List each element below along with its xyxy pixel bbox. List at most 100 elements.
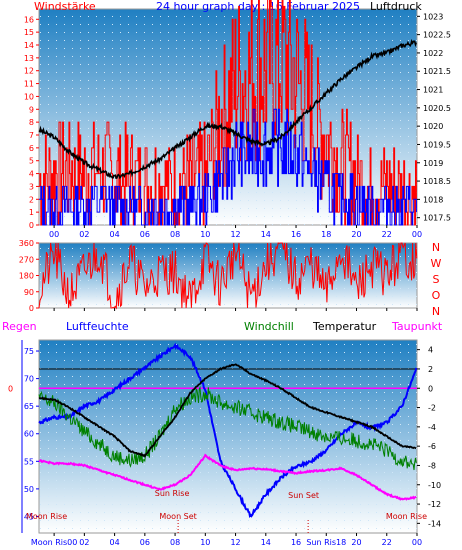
rain-tick-label: 0 <box>8 384 13 393</box>
left-tick-label: 13 <box>24 54 34 63</box>
bottom-x-tick-label: 06 <box>140 538 150 547</box>
wind-avg-line <box>39 108 417 226</box>
left-tick-label: 2 <box>29 195 34 204</box>
right-tick-label: 1023 <box>423 12 443 21</box>
x-tick-label: 22 <box>382 230 392 239</box>
astro-annotation: Moon Rise <box>26 512 67 521</box>
left-tick-label: 7 <box>29 131 34 140</box>
legend-item: Regen <box>2 320 37 333</box>
temp-tick-label: -4 <box>428 423 436 432</box>
x-tick-label: 00 <box>49 230 59 239</box>
right-title: Luftdruck <box>370 0 422 13</box>
legend-item: Luftfeuchte <box>66 320 129 333</box>
right-tick-label: 1021.5 <box>423 67 451 76</box>
x-tick-label: 00 <box>412 230 422 239</box>
temp-tick-label: 2 <box>428 365 433 374</box>
left-tick-label: 8 <box>29 118 34 127</box>
bottom-x-tick-label: 14 <box>261 538 271 547</box>
right-tick-label: 1018.5 <box>423 177 451 186</box>
compass-label: S <box>433 273 440 286</box>
left-tick-label: 14 <box>24 41 34 50</box>
humidity-line <box>38 342 418 518</box>
temp-tick-label: 0 <box>428 384 433 393</box>
right-tick-label: 1022 <box>423 49 443 58</box>
left-tick-label: 15 <box>24 28 34 37</box>
humidity-tick-label: 65 <box>24 402 34 411</box>
wind-direction-line <box>38 242 418 310</box>
left-tick-label: 6 <box>29 144 34 153</box>
left-tick-label: 0 <box>29 221 34 230</box>
left-tick-label: 11 <box>24 80 34 89</box>
windchill-line <box>38 385 417 471</box>
compass-label: W <box>431 257 442 270</box>
astro-annotation: Moon Set <box>159 512 196 521</box>
x-tick-label: 06 <box>140 230 150 239</box>
x-tick-label: 02 <box>79 230 89 239</box>
astro-annotation: Moon Rise <box>386 512 427 521</box>
humidity-tick-label: 60 <box>24 430 34 439</box>
bottom-x-tick-label: 10 <box>200 538 210 547</box>
left-tick-label: 10 <box>24 92 34 101</box>
temperature-line <box>38 363 417 458</box>
left-tick-label: 16 <box>24 15 34 24</box>
compass-label: N <box>432 305 440 318</box>
x-tick-label: 04 <box>110 230 120 239</box>
x-tick-label: 14 <box>261 230 271 239</box>
astro-annotation: Sun Set <box>288 491 319 500</box>
bottom-x-tick-label: Moon Ris00 <box>31 538 77 547</box>
astro-annotation: Sun Rise <box>155 489 190 498</box>
legend-item: Windchill <box>244 320 294 333</box>
x-tick-label: 16 <box>291 230 301 239</box>
wind-gust-line <box>39 0 417 226</box>
dir-left-tick-label: 270 <box>19 255 34 264</box>
left-title: Windstärke <box>34 0 96 13</box>
bottom-x-tick-label: 12 <box>230 538 240 547</box>
right-tick-label: 1018 <box>423 195 443 204</box>
temp-tick-label: 4 <box>428 346 433 355</box>
bottom-x-tick-label: 16 <box>291 538 301 547</box>
left-tick-label: 4 <box>29 170 34 179</box>
dir-left-tick-label: 180 <box>19 272 34 281</box>
humidity-tick-label: 45 <box>24 512 34 521</box>
x-tick-label: 20 <box>351 230 361 239</box>
x-tick-label: 10 <box>200 230 210 239</box>
dir-left-tick-label: 360 <box>19 239 34 248</box>
bottom-x-tick-label: 08 <box>170 538 180 547</box>
x-tick-label: 12 <box>230 230 240 239</box>
right-tick-label: 1020 <box>423 122 443 131</box>
dir-left-tick-label: 0 <box>29 304 34 313</box>
left-tick-label: 12 <box>24 67 34 76</box>
humidity-tick-label: 75 <box>24 347 34 356</box>
right-tick-label: 1019 <box>423 159 443 168</box>
right-tick-label: 1022.5 <box>423 31 451 40</box>
compass-label: N <box>432 241 440 254</box>
temp-tick-label: -6 <box>428 442 436 451</box>
humidity-tick-label: 50 <box>24 485 34 494</box>
left-tick-label: 5 <box>29 157 34 166</box>
bottom-x-tick-label: 02 <box>79 538 89 547</box>
right-tick-label: 1019.5 <box>423 140 451 149</box>
temp-tick-label: -10 <box>428 481 441 490</box>
compass-label: O <box>432 289 441 302</box>
pressure-line <box>38 38 417 180</box>
dewpoint-line <box>38 453 417 501</box>
temp-tick-label: -2 <box>428 404 436 413</box>
left-tick-label: 9 <box>29 105 34 114</box>
humidity-tick-label: 70 <box>24 375 34 384</box>
temp-tick-label: -8 <box>428 461 436 470</box>
bottom-x-tick-label: 20 <box>351 538 361 547</box>
right-tick-label: 1020.5 <box>423 104 451 113</box>
humidity-tick-label: 55 <box>24 457 34 466</box>
temp-tick-label: -14 <box>428 519 441 528</box>
legend-item: Temperatur <box>312 320 377 333</box>
dir-left-tick-label: 90 <box>24 288 34 297</box>
right-tick-label: 1021 <box>423 86 443 95</box>
x-tick-label: 18 <box>321 230 331 239</box>
legend-item: Taupunkt <box>391 320 443 333</box>
bottom-x-tick-label: 04 <box>110 538 120 547</box>
temp-tick-label: -12 <box>428 500 441 509</box>
left-tick-label: 3 <box>29 182 34 191</box>
right-tick-label: 1017.5 <box>423 214 451 223</box>
bottom-x-tick-label: Sun Ris18 <box>306 538 346 547</box>
